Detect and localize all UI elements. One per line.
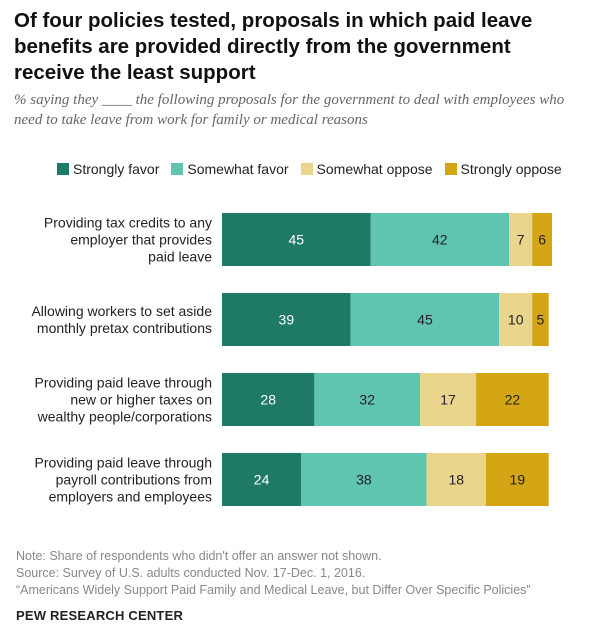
data-label: 10 (508, 312, 524, 328)
bar-segment (370, 213, 510, 266)
bar-segment (314, 373, 420, 426)
legend-item: Strongly oppose (444, 161, 562, 177)
stacked-bar-chart: Providing tax credits to any employer tha… (31, 213, 552, 506)
category-label-line: payroll contributions from (56, 472, 212, 488)
bar-segment (486, 453, 549, 506)
category-label: Providing paid leave through payroll cont… (35, 455, 212, 505)
legend: Strongly favor Somewhat favor Somewhat opp… (57, 161, 562, 177)
category-label: Allowing workers to set aside monthly pre… (31, 303, 212, 336)
data-label: 24 (254, 472, 270, 488)
category-label: Providing tax credits to any employer tha… (44, 215, 212, 265)
source-text: Source: Survey of U.S. adults conducted … (16, 566, 366, 580)
category-label-line: Allowing workers to set aside (31, 303, 212, 319)
bar-segment (476, 373, 549, 426)
data-label: 19 (510, 472, 526, 488)
bar-segment (222, 293, 351, 346)
category-label-line: monthly pretax contributions (37, 320, 212, 336)
category-label-line: employers and employees (49, 489, 212, 505)
legend-label: Strongly oppose (460, 161, 562, 177)
category-label-line: Providing paid leave through (35, 375, 212, 391)
data-label: 38 (356, 472, 372, 488)
bar-segment (222, 453, 302, 506)
bar-segment (222, 373, 315, 426)
bar-segment (350, 293, 500, 346)
legend-swatch (444, 163, 457, 175)
notes: Note: Share of respondents who didn't of… (16, 548, 581, 599)
data-label: 39 (279, 312, 295, 328)
data-label: 6 (538, 232, 546, 248)
category-label-line: wealthy people/corporations (37, 409, 212, 425)
category-label-line: paid leave (148, 249, 212, 265)
data-label: 5 (537, 312, 545, 328)
legend-item: Strongly favor (57, 161, 159, 177)
data-label: 42 (432, 232, 448, 248)
category-label-line: employer that provides (70, 232, 212, 248)
data-label: 28 (260, 392, 276, 408)
data-label: 7 (517, 232, 525, 248)
data-label: 45 (288, 232, 304, 248)
note-text: Note: Share of respondents who didn't of… (16, 549, 382, 563)
chart-title: Of four policies tested, proposals in wh… (14, 9, 533, 84)
data-label: 17 (440, 392, 456, 408)
bar-segment (222, 213, 371, 266)
legend-item: Somewhat oppose (300, 161, 433, 177)
bar-segment (499, 293, 533, 346)
legend-swatch (57, 163, 69, 175)
legend-label: Somewhat oppose (316, 161, 433, 177)
chart-subtitle: % saying they ____ the following proposa… (14, 92, 565, 128)
data-label: 45 (417, 312, 433, 328)
bar-segment (532, 213, 552, 266)
bar-segment (301, 453, 427, 506)
legend-swatch (171, 163, 184, 175)
category-label: Providing paid leave through new or highe… (35, 375, 212, 425)
category-label-line: Providing paid leave through (35, 455, 212, 471)
category-label-line: Providing tax credits to any (44, 215, 212, 231)
legend-item: Somewhat favor (171, 161, 289, 177)
data-label: 22 (505, 392, 521, 408)
data-label: 32 (359, 392, 375, 408)
data-label: 18 (449, 472, 465, 488)
bar-segment (509, 213, 533, 266)
organization-name: PEW RESEARCH CENTER (16, 608, 184, 623)
legend-swatch (300, 163, 313, 175)
report-title: “Americans Widely Support Paid Family an… (16, 583, 531, 597)
bar-segment (532, 293, 549, 346)
category-label-line: new or higher taxes on (70, 392, 212, 408)
legend-label: Strongly favor (73, 161, 160, 177)
bar-segment (420, 373, 477, 426)
bar-segment (426, 453, 486, 506)
legend-label: Somewhat favor (187, 161, 289, 177)
